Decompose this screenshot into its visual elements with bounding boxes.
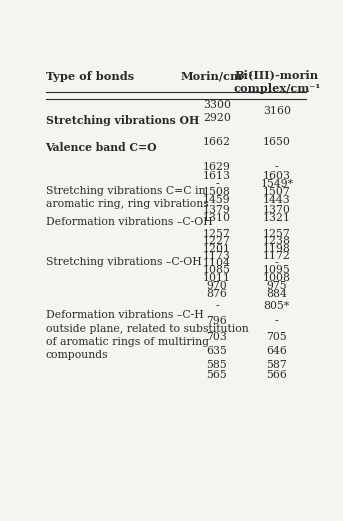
Text: -: - <box>215 179 219 189</box>
Text: Valence band C=O: Valence band C=O <box>46 142 157 153</box>
Text: 587: 587 <box>267 361 287 370</box>
Text: Morin/cm⁻¹: Morin/cm⁻¹ <box>180 70 253 82</box>
Text: Type of bonds: Type of bonds <box>46 70 134 82</box>
Text: 705: 705 <box>267 332 287 342</box>
Text: 1613: 1613 <box>203 171 231 181</box>
Text: 1321: 1321 <box>263 213 291 223</box>
Text: 1379: 1379 <box>203 205 231 215</box>
Text: 1238: 1238 <box>263 237 291 246</box>
Text: 1662: 1662 <box>203 137 231 146</box>
Text: 975: 975 <box>267 281 287 291</box>
Text: 3300
2920: 3300 2920 <box>203 100 231 122</box>
Text: 646: 646 <box>267 346 287 356</box>
Text: 1310: 1310 <box>203 213 231 223</box>
Text: 1104: 1104 <box>203 258 231 268</box>
Text: 1172: 1172 <box>263 251 291 261</box>
Text: 1650: 1650 <box>263 137 291 146</box>
Text: Bi(III)-morin
complex/cm⁻¹: Bi(III)-morin complex/cm⁻¹ <box>233 70 320 94</box>
Text: 1459: 1459 <box>203 195 231 205</box>
Text: 1549*: 1549* <box>260 179 293 189</box>
Text: Deformation vibrations –C-H
outside plane, related to substitution
of aromatic r: Deformation vibrations –C-H outside plan… <box>46 311 248 360</box>
Text: 1629: 1629 <box>203 162 231 172</box>
Text: 585: 585 <box>206 361 227 370</box>
Text: 635: 635 <box>206 346 227 356</box>
Text: 884: 884 <box>267 289 287 300</box>
Text: 1198: 1198 <box>263 244 291 254</box>
Text: 970: 970 <box>206 281 227 291</box>
Text: 3160: 3160 <box>263 106 291 117</box>
Text: 703: 703 <box>206 332 227 342</box>
Text: 1443: 1443 <box>263 195 291 205</box>
Text: 876: 876 <box>206 289 227 300</box>
Text: 1227: 1227 <box>203 237 231 246</box>
Text: 1508: 1508 <box>203 187 231 197</box>
Text: Stretching vibrations C=C in
aromatic ring, ring vibrations: Stretching vibrations C=C in aromatic ri… <box>46 186 208 209</box>
Text: Stretching vibrations OH: Stretching vibrations OH <box>46 116 199 127</box>
Text: 796: 796 <box>206 316 227 326</box>
Text: 1370: 1370 <box>263 205 291 215</box>
Text: -: - <box>215 301 219 311</box>
Text: 1085: 1085 <box>203 265 231 275</box>
Text: 1603: 1603 <box>263 171 291 181</box>
Text: 1257: 1257 <box>203 229 231 239</box>
Text: 565: 565 <box>206 370 227 380</box>
Text: 1507: 1507 <box>263 187 291 197</box>
Text: 1008: 1008 <box>263 272 291 282</box>
Text: Deformation vibrations –C-OH: Deformation vibrations –C-OH <box>46 217 212 227</box>
Text: 566: 566 <box>267 370 287 380</box>
Text: 1173: 1173 <box>203 251 231 261</box>
Text: Stretching vibrations –C-OH: Stretching vibrations –C-OH <box>46 257 201 267</box>
Text: 1095: 1095 <box>263 265 291 275</box>
Text: -: - <box>275 258 279 268</box>
Text: 1257: 1257 <box>263 229 291 239</box>
Text: -: - <box>275 162 279 172</box>
Text: 805*: 805* <box>264 301 290 311</box>
Text: 1011: 1011 <box>203 272 231 282</box>
Text: 1201: 1201 <box>203 244 231 254</box>
Text: -: - <box>275 316 279 326</box>
